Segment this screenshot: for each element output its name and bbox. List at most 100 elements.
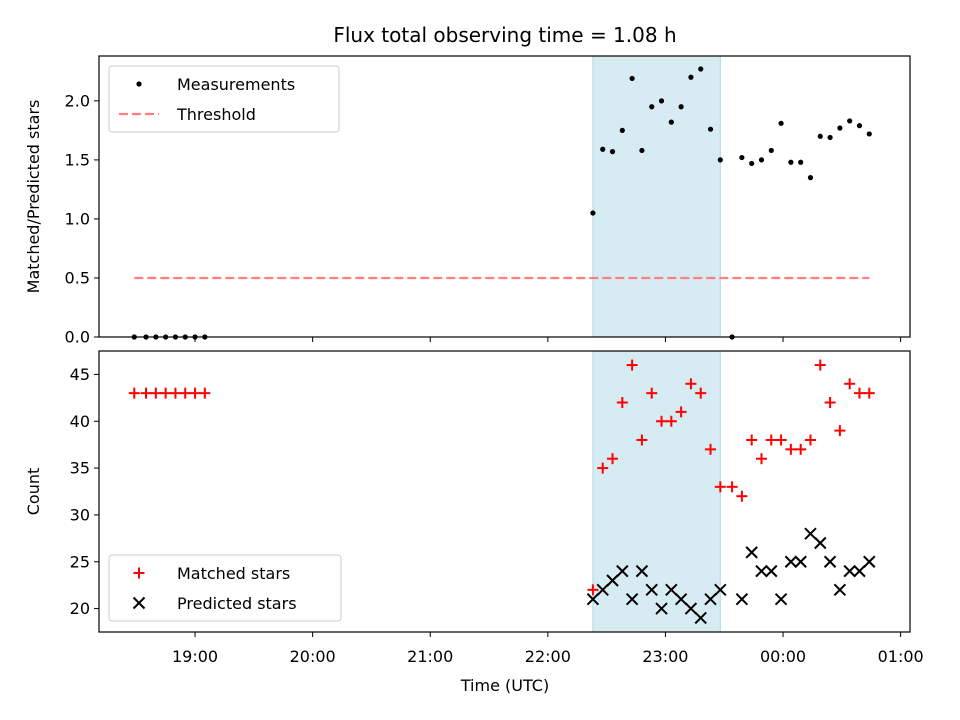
y-tick-label: 2.0 <box>65 91 90 110</box>
x-tick-label: 23:00 <box>642 647 688 666</box>
data-point-0-0-21 <box>717 157 723 163</box>
x-tick-label: 20:00 <box>290 647 336 666</box>
data-point-1-1-24 <box>833 583 847 597</box>
data-point-0-0-32 <box>827 134 833 141</box>
legend-label-1: Predicted stars <box>177 594 297 613</box>
data-point-1-1-4-b <box>625 593 639 606</box>
data-point-0-0-30 <box>807 175 814 181</box>
data-point-1-1-8-b <box>665 583 678 597</box>
data-point-1-0-20 <box>705 443 717 455</box>
data-point-1-1-26-b <box>853 564 866 578</box>
data-point-1-1-23 <box>823 555 837 568</box>
data-point-0-0-25 <box>758 157 765 163</box>
data-point-1-0-29 <box>795 443 807 455</box>
y-tick-label: 25 <box>70 552 90 571</box>
y-tick-label: 1.0 <box>65 209 90 228</box>
data-point-1-1-10-b <box>684 602 698 615</box>
y-tick-label: 30 <box>70 505 90 524</box>
data-point-0-0-23 <box>739 154 745 161</box>
data-point-1-0-23 <box>736 490 748 502</box>
highlight-span <box>592 55 721 338</box>
data-point-1-1-0-b <box>586 593 600 606</box>
data-point-1-1-7-b <box>655 602 668 615</box>
data-point-1-0-25 <box>755 453 767 465</box>
data-point-0-0-31 <box>817 133 823 139</box>
data-point-1-0-9 <box>597 462 609 474</box>
data-point-1-0-7 <box>199 387 211 399</box>
data-point-1-1-4 <box>625 593 639 606</box>
data-point-1-1-25-b <box>843 564 856 578</box>
data-point-1-0-26 <box>765 434 777 446</box>
y-axis-label: Matched/Predicted stars <box>24 100 43 294</box>
count-panel: 20 25 30 35 40 45 19:00 20:00 21:00 22:00 23:00 00:… <box>24 350 924 666</box>
data-point-0-0-14 <box>649 104 655 110</box>
legend-box <box>108 65 340 133</box>
data-point-1-1-8 <box>665 583 678 597</box>
legend-box <box>108 554 342 622</box>
data-point-1-0-12 <box>626 359 638 371</box>
data-point-1-1-25 <box>843 564 856 578</box>
data-point-1-1-7 <box>655 602 668 615</box>
data-point-1-0-21 <box>714 481 726 493</box>
data-point-1-1-2-b <box>606 574 619 587</box>
data-point-1-1-13-b <box>714 583 727 597</box>
data-point-0-0-20 <box>707 126 714 132</box>
data-point-1-1-17-b <box>765 564 778 578</box>
data-point-0-0-8 <box>590 210 596 216</box>
x-tick-label: 19:00 <box>172 647 218 666</box>
data-point-1-1-27-b <box>863 555 876 568</box>
data-point-1-0-5 <box>179 387 191 399</box>
data-point-1-0-6 <box>189 387 201 399</box>
data-point-1-1-22-b <box>814 536 827 550</box>
data-point-1-1-13 <box>714 583 727 597</box>
data-point-1-1-14-b <box>735 593 749 606</box>
data-point-1-1-19-b <box>784 555 798 568</box>
data-point-1-0-3 <box>160 387 172 399</box>
ratio-panel: 0.0 0.5 1.0 1.5 2.0 Matched/Predicted stars Me… <box>24 55 911 347</box>
data-point-0-0-36 <box>866 131 872 137</box>
data-point-1-0-22 <box>726 481 738 493</box>
y-tick-label: 0.0 <box>65 328 90 347</box>
data-point-1-0-31 <box>814 359 826 371</box>
legend-swatch-1-b <box>132 596 146 610</box>
legend: Measurements Threshold <box>108 65 340 133</box>
data-point-1-0-13 <box>636 434 648 446</box>
data-point-0-0-33 <box>837 125 843 131</box>
data-point-0-0-18 <box>688 74 694 80</box>
data-point-1-0-27 <box>775 434 787 446</box>
data-point-1-1-14 <box>735 593 749 606</box>
data-point-0-0-17 <box>678 104 684 110</box>
legend-swatch-0 <box>136 81 142 87</box>
x-tick-label: 00:00 <box>760 647 806 666</box>
data-point-1-1-1 <box>596 583 609 597</box>
data-point-1-1-21 <box>804 527 817 540</box>
data-point-0-0-34 <box>847 118 853 124</box>
data-point-1-1-21-b <box>804 527 817 540</box>
data-point-1-0-11 <box>616 397 628 409</box>
data-point-1-0-1 <box>140 387 152 399</box>
data-point-0-0-15 <box>658 98 665 104</box>
data-point-0-0-29 <box>798 159 804 165</box>
legend-swatch-1 <box>132 596 146 610</box>
data-point-0-0-27 <box>778 120 784 126</box>
data-point-0-0-9 <box>600 146 606 152</box>
data-point-1-1-16-b <box>755 564 768 578</box>
legend: Matched stars Predicted stars <box>108 554 342 622</box>
data-point-0-0-35 <box>856 123 863 129</box>
data-point-1-1-0 <box>586 593 600 606</box>
data-point-1-0-10 <box>607 453 619 465</box>
x-axis-label: Time (UTC) <box>460 676 549 695</box>
data-point-1-1-24-b <box>833 583 847 597</box>
y-tick-label: 20 <box>70 599 90 618</box>
data-point-1-1-1-b <box>596 583 609 597</box>
data-point-1-0-28 <box>785 443 797 455</box>
data-point-1-1-27 <box>863 555 876 568</box>
data-point-0-0-10 <box>609 149 616 155</box>
axes-frame <box>98 55 911 338</box>
data-point-1-1-9 <box>674 593 688 606</box>
data-point-1-0-30 <box>804 434 816 446</box>
data-point-1-0-2 <box>150 387 162 399</box>
data-point-1-1-10 <box>684 602 698 615</box>
legend-swatch-0 <box>133 567 145 579</box>
